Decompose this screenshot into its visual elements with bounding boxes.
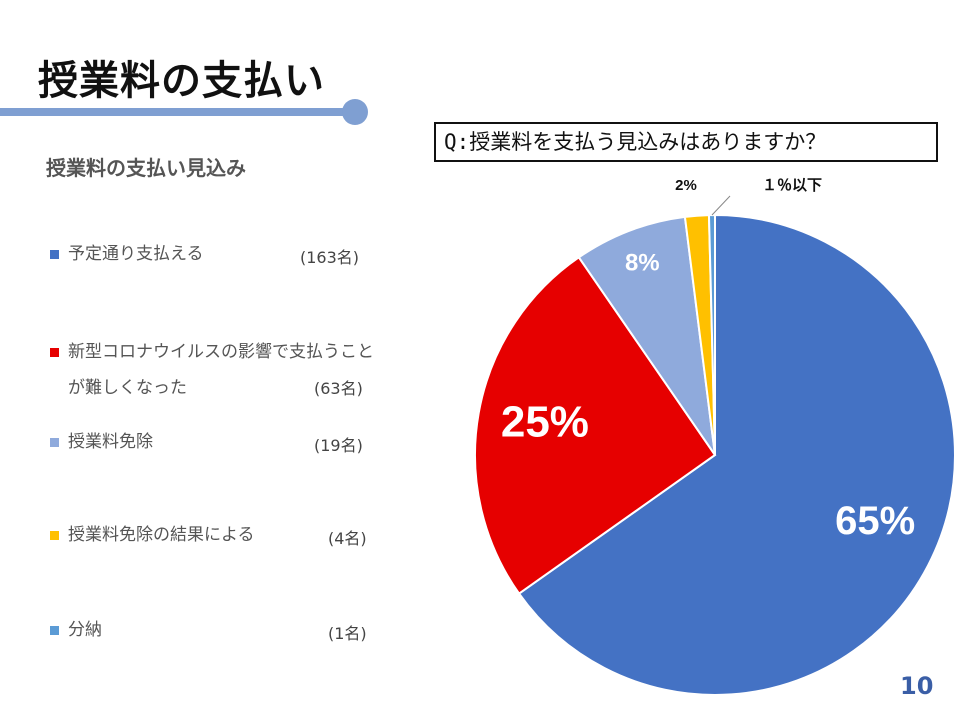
pie-slice xyxy=(517,213,956,696)
legend-label: 新型コロナウイルスの影響で支払うことが難しくなった xyxy=(68,342,374,398)
legend-swatch xyxy=(50,531,59,540)
pie-data-label: １％以下 xyxy=(762,177,822,194)
title-underline-dot xyxy=(342,99,368,125)
legend-swatch xyxy=(50,348,59,357)
legend-swatch xyxy=(50,626,59,635)
legend-label: 分納 xyxy=(68,620,102,640)
page-number: 10 xyxy=(900,672,934,700)
pie-slice xyxy=(474,255,717,596)
title-underline xyxy=(0,108,352,116)
pie-data-label: 65% xyxy=(835,499,915,543)
pie-data-label: 25% xyxy=(501,397,589,446)
legend-count: (163名) xyxy=(300,248,360,267)
legend-label: 授業料免除の結果による xyxy=(68,525,255,545)
pie-slice xyxy=(577,215,716,456)
pie-slice xyxy=(707,213,716,456)
legend-label: 授業料免除 xyxy=(68,432,153,452)
legend-label: 予定通り支払える xyxy=(68,244,204,264)
legend-count: (63名) xyxy=(314,379,363,398)
legend-count: (4名) xyxy=(328,529,367,548)
legend-count: (19名) xyxy=(314,436,363,455)
slide-title: 授業料の支払い xyxy=(38,58,325,104)
legend-count: (1名) xyxy=(328,624,367,643)
pie-data-label: 2% xyxy=(675,177,697,194)
pie-data-label: 8% xyxy=(625,250,660,277)
question-box: Q:授業料を支払う見込みはありますか？ xyxy=(434,122,938,162)
legend-swatch xyxy=(50,438,59,447)
label-leader-line xyxy=(711,195,731,216)
legend-title: 授業料の支払い見込み xyxy=(46,156,246,180)
legend-swatch xyxy=(50,250,59,259)
